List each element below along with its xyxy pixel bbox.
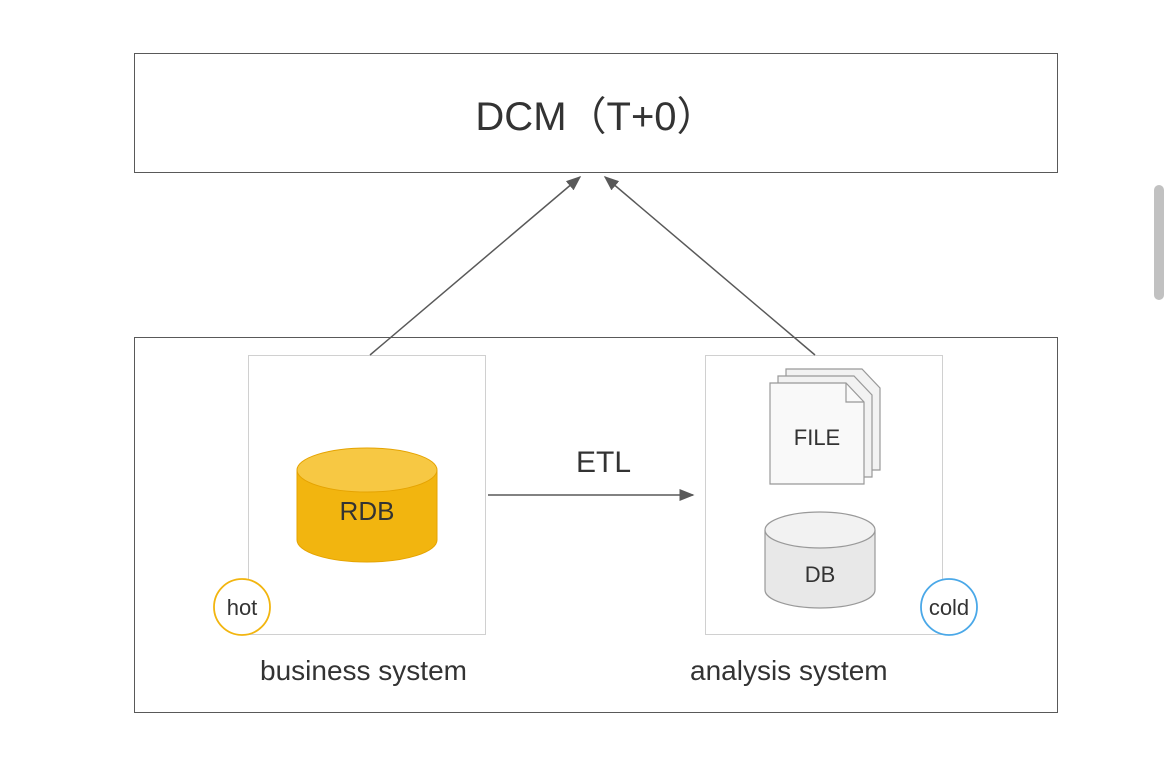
arrow-business-to-dcm xyxy=(370,177,580,355)
dcm-title: DCM（T+0） xyxy=(475,84,716,142)
architecture-diagram: DCM（T+0） ETL business system analysis sy… xyxy=(0,0,1170,760)
arrow-analysis-to-dcm xyxy=(605,177,815,355)
dcm-box: DCM（T+0） xyxy=(134,53,1058,173)
scrollbar-thumb[interactable] xyxy=(1154,185,1164,300)
business-system-label: business system xyxy=(260,655,467,687)
etl-label: ETL xyxy=(576,446,631,480)
analysis-system-label: analysis system xyxy=(690,655,888,687)
analysis-system-box xyxy=(705,355,943,635)
business-system-box xyxy=(248,355,486,635)
